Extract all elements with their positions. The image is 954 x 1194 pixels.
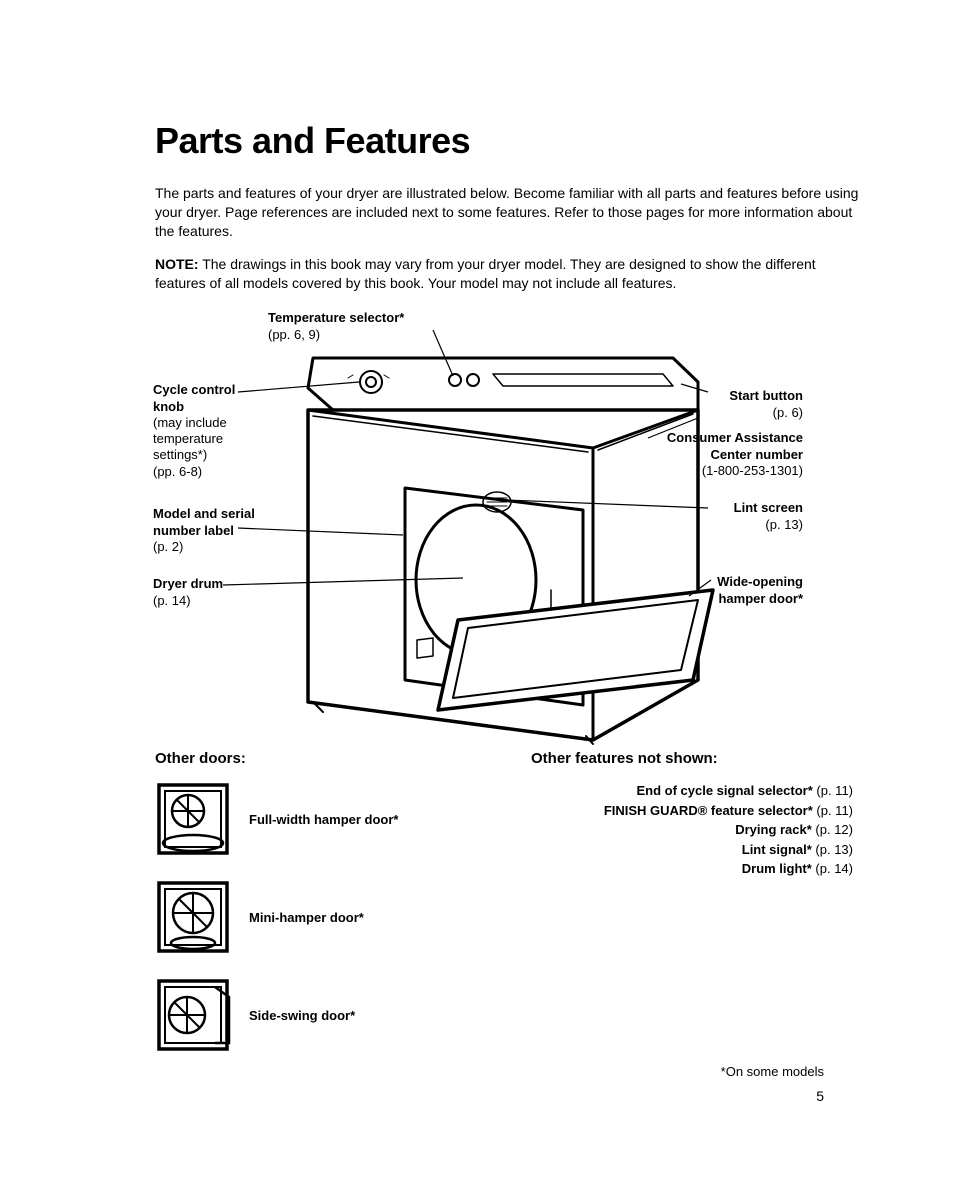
footnote: *On some models [721,1064,824,1079]
page-title: Parts and Features [155,120,859,162]
note-label: NOTE: [155,256,199,272]
dryer-diagram: Temperature selector* (pp. 6, 9) Cycle c… [153,310,853,750]
callout-wide-opening-door: Wide-opening hamper door* [693,574,803,607]
note-text: The drawings in this book may vary from … [155,256,816,291]
other-features-section: Other features not shown: End of cycle s… [525,750,859,1075]
callout-lint-screen: Lint screen (p. 13) [713,500,803,533]
callout-temperature-selector: Temperature selector* (pp. 6, 9) [268,310,404,343]
other-doors-title: Other doors: [155,750,525,767]
callout-consumer-assistance: Consumer Assistance Center number (1-800… [643,430,803,479]
door-row-side-swing: Side-swing door* [155,977,525,1053]
note-paragraph: NOTE: The drawings in this book may vary… [155,255,859,293]
other-doors-section: Other doors: Full-width hamper door* [155,750,525,1075]
door-label-full-width: Full-width hamper door* [249,812,399,827]
callout-dryer-drum: Dryer drum (p. 14) [153,576,223,609]
intro-paragraph: The parts and features of your dryer are… [155,184,859,241]
other-features-title: Other features not shown: [531,750,859,767]
callout-cycle-control: Cycle control knob (may include temperat… [153,382,263,480]
callout-model-serial: Model and serial number label (p. 2) [153,506,273,555]
other-features-list: End of cycle signal selector* (p. 11) FI… [531,781,859,879]
door-row-full-width: Full-width hamper door* [155,781,525,857]
side-swing-door-icon [155,977,231,1053]
door-row-mini-hamper: Mini-hamper door* [155,879,525,955]
callout-start-button: Start button (p. 6) [713,388,803,421]
door-label-side-swing: Side-swing door* [249,1008,355,1023]
full-width-hamper-door-icon [155,781,231,857]
page-number: 5 [816,1088,824,1104]
door-label-mini-hamper: Mini-hamper door* [249,910,364,925]
mini-hamper-door-icon [155,879,231,955]
